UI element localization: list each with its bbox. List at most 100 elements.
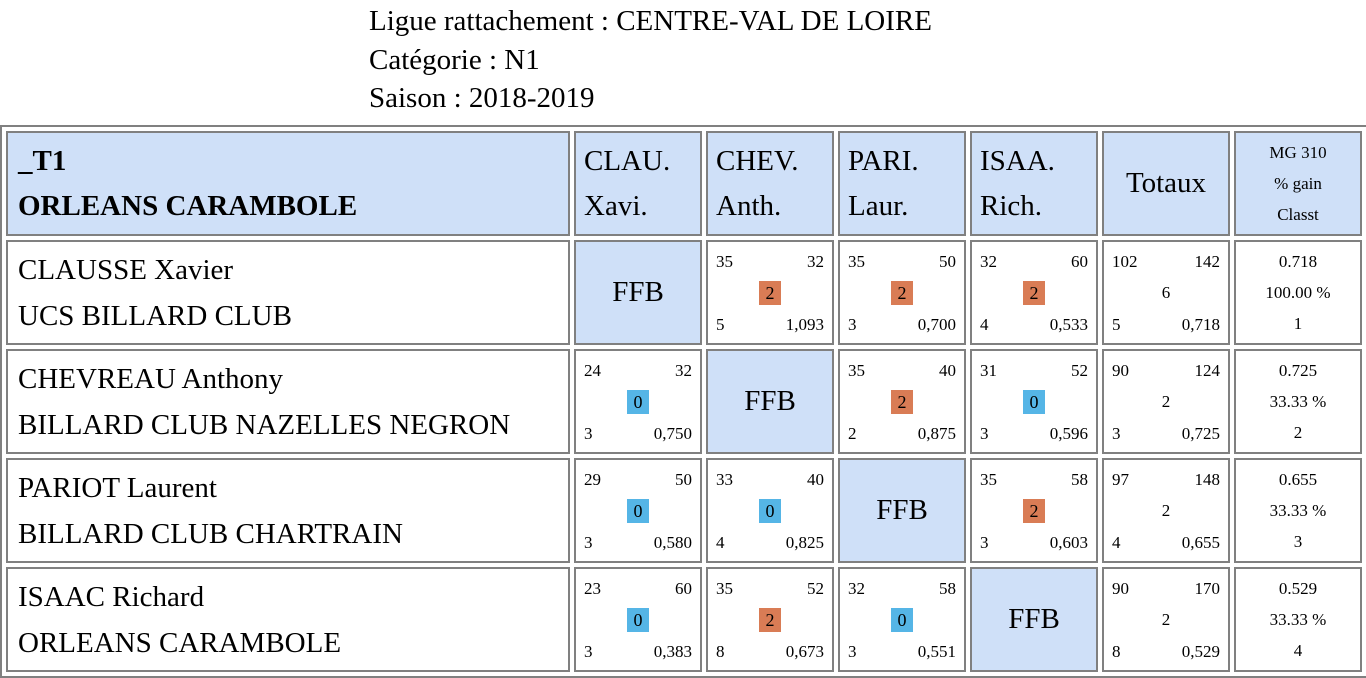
total-match-points: 2	[1161, 500, 1171, 520]
match-points: 35	[716, 252, 733, 271]
column-header-isaa: ISAA. Rich.	[970, 131, 1098, 236]
total-points: 90	[1112, 361, 1129, 380]
team-header: _T1 ORLEANS CARAMBOLE	[6, 131, 570, 236]
column-header-line2: Laur.	[848, 189, 909, 222]
match-points: 35	[980, 470, 997, 489]
match-points: 33	[716, 470, 733, 489]
total-points: 90	[1112, 579, 1129, 598]
page-header: Ligue rattachement : CENTRE-VAL DE LOIRE…	[369, 2, 932, 118]
column-header-line2: Anth.	[716, 189, 782, 222]
total-average: 0,725	[1181, 424, 1220, 443]
match-distance: 40	[939, 361, 956, 380]
match-result-badge: 0	[627, 498, 649, 523]
mg-value: 0.529	[1278, 579, 1318, 598]
match-distance: 50	[939, 252, 956, 271]
match-cell: 32 58 0 3 0,551	[838, 567, 966, 672]
gain-value: 33.33 %	[1269, 610, 1327, 629]
match-points: 35	[716, 579, 733, 598]
totals-cell: 102 142 6 5 0,718	[1102, 240, 1230, 345]
column-header-chev: CHEV. Anth.	[706, 131, 834, 236]
result-cell: 0.655 33.33 % 3	[1234, 458, 1362, 563]
player-cell: CLAUSSE Xavier UCS BILLARD CLUB	[6, 240, 570, 345]
total-points: 97	[1112, 470, 1129, 489]
match-points: 31	[980, 361, 997, 380]
match-average: 0,551	[917, 642, 956, 661]
total-innings: 4	[1112, 533, 1121, 552]
mg-value: 0.655	[1278, 470, 1318, 489]
result-cell: 0.725 33.33 % 2	[1234, 349, 1362, 454]
total-average: 0,529	[1181, 642, 1220, 661]
match-result-badge: 2	[891, 389, 913, 414]
match-result-badge: 2	[1023, 280, 1045, 305]
match-average: 0,673	[785, 642, 824, 661]
rank-value: 4	[1293, 641, 1303, 660]
match-distance: 58	[939, 579, 956, 598]
match-innings: 2	[848, 424, 857, 443]
match-innings: 4	[716, 533, 725, 552]
player-club: BILLARD CLUB NAZELLES NEGRON	[18, 408, 511, 441]
match-average: 0,580	[653, 533, 692, 552]
total-match-points: 6	[1161, 282, 1171, 302]
rank-value: 3	[1293, 532, 1303, 551]
match-result-badge: 2	[1023, 498, 1045, 523]
total-points: 102	[1112, 252, 1138, 271]
match-cell: 35 50 2 3 0,700	[838, 240, 966, 345]
gain-value: 33.33 %	[1269, 392, 1327, 411]
table-row: PARIOT Laurent BILLARD CLUB CHARTRAIN 29 50…	[6, 458, 1362, 563]
total-distance: 148	[1194, 470, 1221, 489]
match-innings: 4	[980, 315, 989, 334]
rank-value: 2	[1293, 423, 1303, 442]
match-cell: 29 50 0 3 0,580	[574, 458, 702, 563]
match-cell: 35 32 2 5 1,093	[706, 240, 834, 345]
match-distance: 40	[807, 470, 824, 489]
match-average: 0,875	[917, 424, 956, 443]
team-code: _T1	[18, 144, 67, 177]
player-club: BILLARD CLUB CHARTRAIN	[18, 517, 403, 550]
team-name: ORLEANS CARAMBOLE	[18, 189, 358, 222]
match-cell: 33 40 0 4 0,825	[706, 458, 834, 563]
match-average: 0,596	[1049, 424, 1088, 443]
gain-value: 100.00 %	[1265, 283, 1331, 302]
match-distance: 32	[807, 252, 824, 271]
match-innings: 3	[848, 642, 857, 661]
result-cell: 0.718 100.00 % 1	[1234, 240, 1362, 345]
total-innings: 5	[1112, 315, 1121, 334]
ffb-cell: FFB	[838, 458, 966, 563]
match-result-badge: 0	[891, 607, 913, 632]
match-result-badge: 0	[627, 607, 649, 632]
classt-label: Classt	[1277, 205, 1319, 224]
player-club: ORLEANS CARAMBOLE	[18, 626, 342, 659]
player-name: PARIOT Laurent	[18, 471, 217, 504]
match-innings: 5	[716, 315, 725, 334]
match-points: 32	[980, 252, 997, 271]
result-cell: 0.529 33.33 % 4	[1234, 567, 1362, 672]
match-cell: 24 32 0 3 0,750	[574, 349, 702, 454]
match-average: 0,383	[653, 642, 692, 661]
ligue-label: Ligue rattachement : CENTRE-VAL DE LOIRE	[369, 5, 932, 37]
column-header-line2: Rich.	[980, 189, 1043, 222]
total-distance: 142	[1194, 252, 1221, 271]
match-distance: 52	[1071, 361, 1088, 380]
match-cell: 35 58 2 3 0,603	[970, 458, 1098, 563]
match-innings: 3	[980, 533, 989, 552]
match-innings: 3	[848, 315, 857, 334]
mg-value: 0.725	[1278, 361, 1318, 380]
match-points: 32	[848, 579, 865, 598]
match-result-badge: 2	[891, 280, 913, 305]
table-row: CHEVREAU Anthony BILLARD CLUB NAZELLES NE…	[6, 349, 1362, 454]
column-header-line1: CHEV.	[716, 144, 799, 177]
match-result-badge: 0	[627, 389, 649, 414]
match-innings: 3	[980, 424, 989, 443]
column-header-line1: CLAU.	[584, 144, 671, 177]
total-innings: 3	[1112, 424, 1121, 443]
total-match-points: 2	[1161, 391, 1171, 411]
mg-value: 0.718	[1278, 252, 1318, 271]
ffb-cell: FFB	[706, 349, 834, 454]
player-cell: PARIOT Laurent BILLARD CLUB CHARTRAIN	[6, 458, 570, 563]
totaux-header: Totaux	[1102, 131, 1230, 236]
match-points: 23	[584, 579, 601, 598]
total-distance: 124	[1194, 361, 1221, 380]
ffb-cell: FFB	[970, 567, 1098, 672]
totals-cell: 90 124 2 3 0,725	[1102, 349, 1230, 454]
mg-label: MG 310	[1269, 143, 1327, 162]
